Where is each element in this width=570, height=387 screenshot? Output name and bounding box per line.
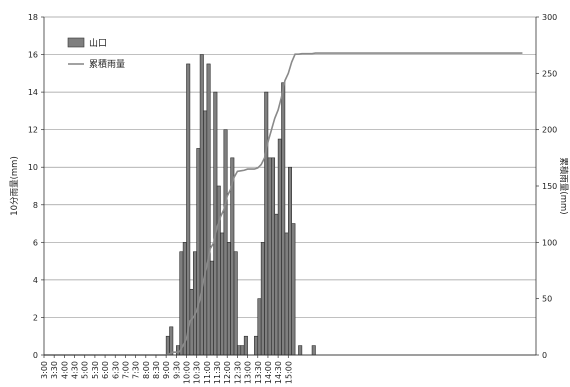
bar [267,157,272,356]
x-tick-label: 6:30 [111,361,120,379]
bar [254,335,259,356]
bar [179,251,184,356]
bar [233,251,238,356]
y-left-tick-label: 12 [28,126,38,135]
legend: 山口 累積雨量 [67,37,125,70]
y-left-tick-label: 6 [33,238,38,247]
bar [298,345,303,356]
y-right-tick-label: 100 [542,238,557,247]
x-tick-label: 5:00 [81,361,90,379]
bar [206,63,211,356]
x-tick-label: 15:00 [284,361,293,384]
x-tick-label: 5:30 [91,361,100,379]
x-tick-label: 6:00 [101,361,110,379]
x-tick-label: 13:30 [254,361,263,384]
bar [192,251,197,356]
x-tick-label: 4:30 [71,361,80,379]
x-tick-label: 3:00 [40,361,49,379]
bar [223,129,228,356]
y-right-tick-label: 50 [542,295,552,304]
bar [240,345,245,356]
bar [226,242,231,356]
bar [311,345,316,356]
y-right-tick-label: 250 [542,69,557,78]
bar [220,232,225,356]
x-tick-label: 8:30 [152,361,161,379]
bar [165,335,170,356]
bar [209,260,214,356]
y-left-tick-label: 10 [28,163,38,172]
bar [169,326,174,356]
bar [271,157,276,356]
y-left-tick-label: 8 [33,201,38,210]
y-right-tick-label: 300 [542,13,557,22]
y-left-tick-label: 2 [33,313,38,322]
bar [213,91,218,356]
bar [288,166,292,356]
bar [291,223,296,356]
x-tick-labels: 3:00 3:30 4:00 4:30 5:00 5:30 6:00 6:30 7:00 7:30… [40,355,293,384]
y-left-tick-labels: 0 2 4 6 8 10 12 14 16 18 [28,13,44,360]
y-left-tick-label: 4 [33,276,38,285]
bar [176,345,181,356]
bar [186,63,191,356]
x-tick-label: 12:00 [223,361,232,384]
x-tick-label: 13:00 [244,361,253,384]
bar [264,91,269,356]
legend-label-cumulative: 累積雨量 [89,58,125,70]
x-tick-label: 11:30 [213,361,222,384]
bar [216,185,221,356]
x-tick-label: 9:30 [172,361,181,379]
legend-swatch-bar [67,37,85,48]
x-tick-label: 14:30 [274,361,283,384]
y-right-axis-label: 累積雨量(mm) [558,157,569,214]
bar [199,54,204,356]
x-tick-label: 7:00 [121,361,130,379]
bar [281,82,286,356]
y-right-tick-label: 0 [542,351,547,360]
bar [243,335,248,356]
x-tick-label: 14:00 [264,361,273,384]
bar [260,242,265,356]
x-tick-label: 10:00 [183,361,192,384]
y-left-tick-label: 18 [28,13,38,22]
bar [203,110,208,356]
bar [284,232,289,356]
y-right-tick-labels: 0 50 100 150 200 250 300 [536,13,557,360]
y-left-tick-label: 0 [33,351,38,360]
bar [196,148,201,356]
x-tick-label: 8:00 [142,361,151,379]
bar-series-yamaguchi [165,54,316,356]
y-left-axis-label: 10分雨量(mm) [10,156,20,216]
x-tick-label: 3:30 [50,361,59,379]
legend-label-yamaguchi: 山口 [89,38,107,49]
x-tick-label: 12:30 [233,361,242,384]
x-tick-label: 4:00 [60,361,69,379]
x-tick-label: 11:00 [203,361,212,384]
x-tick-label: 10:30 [193,361,202,384]
bar [257,298,262,356]
y-left-tick-label: 16 [28,51,38,60]
x-tick-label: 7:30 [132,361,141,379]
y-right-tick-label: 150 [542,182,557,191]
y-left-tick-label: 14 [28,88,38,97]
y-right-tick-label: 200 [542,126,557,135]
x-tick-label: 9:00 [162,361,171,379]
bar [277,138,282,356]
bar [274,213,279,356]
bar [237,345,242,356]
